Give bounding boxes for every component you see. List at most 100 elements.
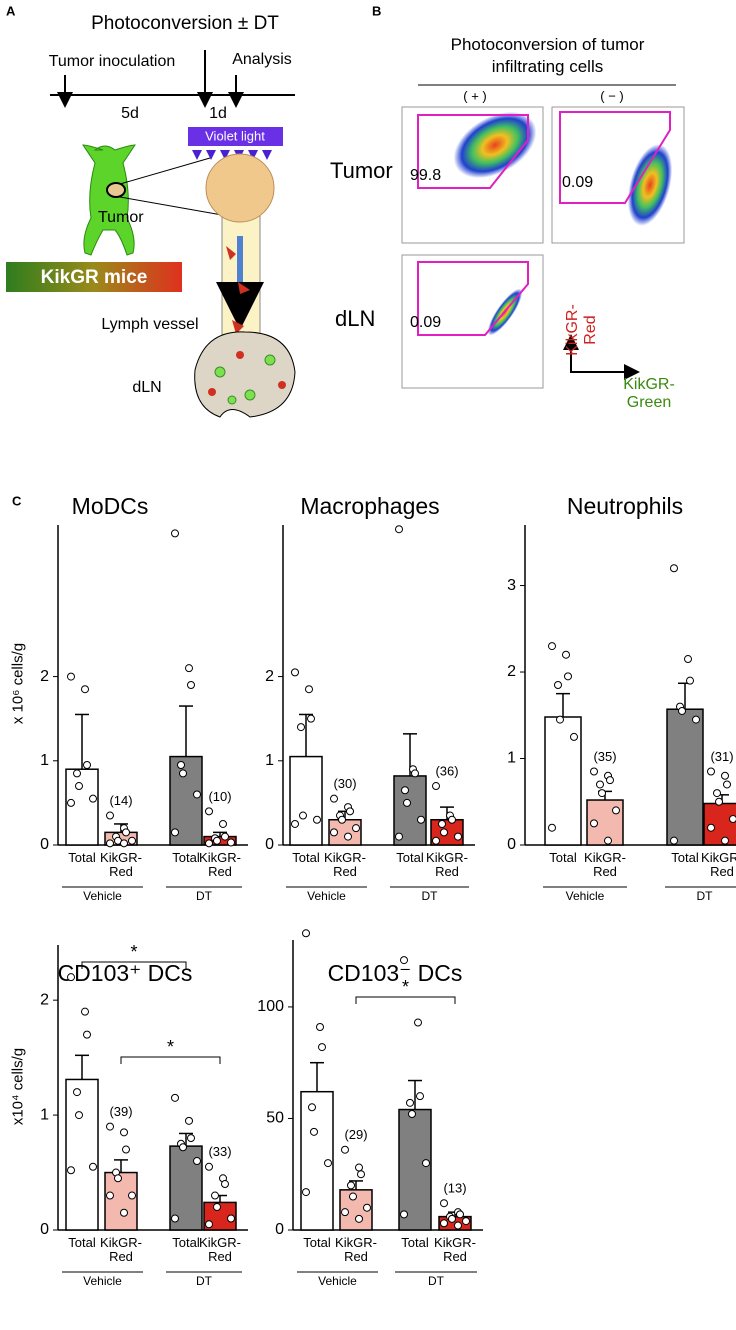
data-point: [564, 672, 572, 681]
mouse: [82, 144, 136, 256]
significance-bracket: [120, 1056, 221, 1064]
data-point: [406, 1098, 414, 1107]
data-point: [305, 685, 313, 694]
data-point: [411, 769, 419, 778]
data-point: [590, 767, 598, 776]
data-point: [590, 819, 598, 828]
data-point: [128, 1191, 136, 1200]
data-point: [299, 811, 307, 820]
data-point: [414, 1018, 422, 1027]
data-point: [341, 1145, 349, 1154]
data-point: [310, 1127, 318, 1136]
data-point: [417, 815, 425, 824]
red-cells: [208, 351, 286, 396]
data-point: [344, 832, 352, 841]
x-tick-label: Total: [396, 850, 424, 865]
bar: [65, 1078, 99, 1231]
data-point: [114, 1174, 122, 1183]
data-point: [193, 1157, 201, 1166]
light-label: Violet light: [205, 128, 265, 143]
data-point: [221, 832, 229, 841]
data-point: [678, 706, 686, 715]
data-point: [422, 1159, 430, 1168]
ratio-label: (33): [208, 1144, 231, 1159]
group-label: DT: [196, 889, 213, 903]
cell-cloud: [453, 111, 537, 179]
data-point: [120, 839, 128, 848]
y-tick-label: 1: [40, 752, 49, 769]
bar: [65, 768, 99, 846]
ratio-label: (39): [109, 1104, 132, 1119]
ratio-label: (13): [443, 1181, 466, 1196]
data-point: [106, 839, 114, 848]
data-point: [596, 780, 604, 789]
data-point: [120, 1208, 128, 1217]
row-label: dLN: [335, 306, 375, 331]
data-point: [171, 1093, 179, 1102]
x-tick-label: KikGR-Red: [199, 1235, 241, 1264]
data-point: [355, 1163, 363, 1172]
flow-plot: [551, 106, 685, 244]
gate-value: 0.09: [562, 174, 593, 191]
data-point: [707, 767, 715, 776]
x-tick-label: Total: [549, 850, 577, 865]
ratio-label: (30): [333, 776, 356, 791]
data-point: [219, 819, 227, 828]
interval-label: 5d: [121, 105, 139, 122]
chart-title: Macrophages: [300, 493, 439, 519]
data-point: [548, 642, 556, 651]
data-point: [122, 828, 130, 837]
data-point: [400, 1210, 408, 1219]
interval-label: 1d: [209, 105, 227, 122]
bar: [289, 755, 323, 846]
data-point: [395, 832, 403, 841]
data-point: [122, 1145, 130, 1154]
data-point: [401, 786, 409, 795]
data-point: [75, 1111, 83, 1120]
column-label: ( + ): [463, 88, 486, 103]
x-tick-label: KikGR-Red: [199, 850, 241, 879]
data-point: [73, 1088, 81, 1097]
group-label: DT: [422, 889, 439, 903]
data-point: [171, 1214, 179, 1223]
group-label: DT: [196, 1274, 213, 1288]
y-tick-label: 0: [265, 836, 274, 853]
group-label: Vehicle: [83, 1274, 122, 1288]
data-point: [686, 676, 694, 685]
x-tick-label: Total: [671, 850, 699, 865]
y-tick-label: 100: [257, 998, 284, 1015]
data-point: [729, 815, 736, 824]
vessel-label: Lymph vessel: [101, 316, 198, 333]
data-point: [684, 655, 692, 664]
panel-title: Photoconversion ± DT: [91, 13, 279, 34]
data-point: [81, 685, 89, 694]
gate-value: 99.8: [410, 167, 441, 184]
data-point: [106, 1122, 114, 1131]
x-tick-label: KikGR-Red: [426, 850, 468, 879]
x-tick-label: Total: [68, 1235, 96, 1250]
y-tick-label: 0: [40, 1221, 49, 1238]
data-point: [570, 732, 578, 741]
x-tick-label: KikGR-Red: [100, 1235, 142, 1264]
group-label: Vehicle: [566, 889, 605, 903]
data-point: [440, 1219, 448, 1228]
mouse-box: [6, 262, 182, 292]
data-point: [83, 1030, 91, 1039]
data-point: [416, 1092, 424, 1101]
chart-title: MoDCs: [72, 493, 149, 519]
group-label: Vehicle: [307, 889, 346, 903]
light-box: [188, 127, 283, 146]
node-label: dLN: [132, 379, 161, 396]
group-label: DT: [428, 1274, 445, 1288]
data-point: [357, 1170, 365, 1179]
chart-title: CD103⁻ DCs: [328, 960, 463, 986]
data-point: [670, 836, 678, 845]
data-point: [205, 1220, 213, 1229]
data-point: [612, 806, 620, 815]
y-tick-label: 0: [275, 1221, 284, 1238]
data-point: [713, 789, 721, 798]
y-tick-label: 2: [507, 663, 516, 680]
data-point: [448, 1214, 456, 1223]
data-point: [73, 769, 81, 778]
